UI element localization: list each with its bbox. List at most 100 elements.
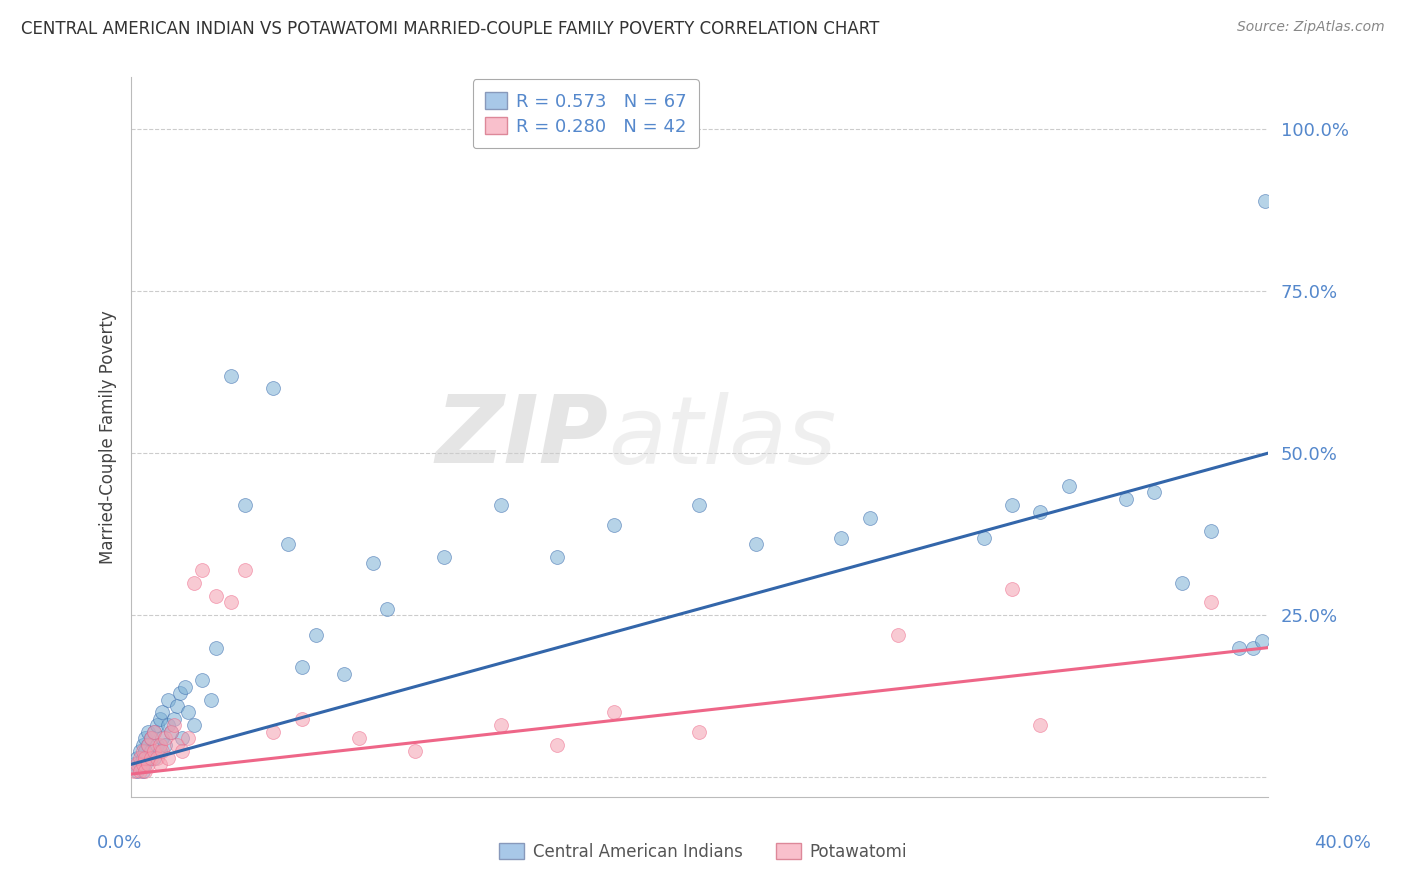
Point bbox=[169, 686, 191, 700]
Point bbox=[603, 517, 626, 532]
Point bbox=[134, 757, 156, 772]
Text: 0.0%: 0.0% bbox=[97, 834, 142, 852]
Point bbox=[233, 498, 256, 512]
Point bbox=[1251, 634, 1274, 648]
Point bbox=[143, 751, 166, 765]
Point bbox=[183, 718, 205, 732]
Point bbox=[131, 738, 153, 752]
Point bbox=[143, 725, 166, 739]
Point bbox=[139, 731, 162, 746]
Point bbox=[125, 757, 148, 772]
Point bbox=[136, 725, 159, 739]
Point bbox=[276, 537, 298, 551]
Point bbox=[219, 595, 242, 609]
Point bbox=[291, 660, 314, 674]
Text: 40.0%: 40.0% bbox=[1315, 834, 1371, 852]
Point bbox=[122, 764, 145, 778]
Point bbox=[143, 725, 166, 739]
Point bbox=[172, 731, 194, 746]
Point bbox=[146, 751, 169, 765]
Point bbox=[157, 751, 180, 765]
Point bbox=[131, 744, 153, 758]
Point bbox=[136, 738, 159, 752]
Point bbox=[163, 712, 186, 726]
Point bbox=[152, 706, 174, 720]
Point bbox=[177, 731, 200, 746]
Point bbox=[128, 751, 150, 765]
Point bbox=[149, 757, 172, 772]
Point bbox=[136, 738, 159, 752]
Point bbox=[745, 537, 768, 551]
Point bbox=[887, 628, 910, 642]
Point bbox=[128, 764, 150, 778]
Point bbox=[139, 751, 162, 765]
Point bbox=[262, 382, 284, 396]
Point bbox=[200, 692, 222, 706]
Point bbox=[375, 602, 398, 616]
Point bbox=[489, 498, 512, 512]
Point bbox=[174, 680, 197, 694]
Point bbox=[1199, 524, 1222, 538]
Point bbox=[139, 731, 162, 746]
Text: CENTRAL AMERICAN INDIAN VS POTAWATOMI MARRIED-COUPLE FAMILY POVERTY CORRELATION : CENTRAL AMERICAN INDIAN VS POTAWATOMI MA… bbox=[21, 20, 880, 37]
Point bbox=[157, 692, 180, 706]
Point bbox=[177, 706, 200, 720]
Point bbox=[146, 718, 169, 732]
Point bbox=[603, 706, 626, 720]
Point bbox=[1029, 505, 1052, 519]
Point bbox=[973, 531, 995, 545]
Point bbox=[131, 751, 153, 765]
Point bbox=[433, 549, 456, 564]
Y-axis label: Married-Couple Family Poverty: Married-Couple Family Poverty bbox=[100, 310, 117, 564]
Point bbox=[305, 628, 328, 642]
Point bbox=[1171, 575, 1194, 590]
Point bbox=[134, 764, 156, 778]
Point bbox=[152, 744, 174, 758]
Text: ZIP: ZIP bbox=[436, 391, 609, 483]
Point bbox=[149, 744, 172, 758]
Point bbox=[149, 712, 172, 726]
Point bbox=[1254, 194, 1277, 208]
Point bbox=[183, 575, 205, 590]
Point bbox=[859, 511, 882, 525]
Point bbox=[688, 498, 710, 512]
Point bbox=[131, 764, 153, 778]
Point bbox=[155, 738, 177, 752]
Point bbox=[333, 666, 356, 681]
Point bbox=[262, 725, 284, 739]
Point bbox=[546, 549, 568, 564]
Point bbox=[125, 751, 148, 765]
Point bbox=[155, 731, 177, 746]
Point bbox=[688, 725, 710, 739]
Point bbox=[361, 557, 384, 571]
Point bbox=[128, 757, 150, 772]
Point bbox=[166, 698, 188, 713]
Point bbox=[191, 563, 214, 577]
Point bbox=[1029, 718, 1052, 732]
Point bbox=[157, 718, 180, 732]
Point bbox=[139, 744, 162, 758]
Point bbox=[347, 731, 370, 746]
Point bbox=[1115, 491, 1137, 506]
Point bbox=[125, 764, 148, 778]
Point bbox=[205, 640, 228, 655]
Point bbox=[152, 731, 174, 746]
Point bbox=[205, 589, 228, 603]
Point bbox=[146, 738, 169, 752]
Point bbox=[546, 738, 568, 752]
Point bbox=[136, 757, 159, 772]
Point bbox=[149, 738, 172, 752]
Legend: R = 0.573   N = 67, R = 0.280   N = 42: R = 0.573 N = 67, R = 0.280 N = 42 bbox=[472, 79, 699, 148]
Point bbox=[134, 744, 156, 758]
Point bbox=[191, 673, 214, 687]
Legend: Central American Indians, Potawatomi: Central American Indians, Potawatomi bbox=[492, 837, 914, 868]
Point bbox=[122, 757, 145, 772]
Point bbox=[404, 744, 426, 758]
Point bbox=[291, 712, 314, 726]
Point bbox=[160, 725, 183, 739]
Point bbox=[172, 744, 194, 758]
Point bbox=[1143, 485, 1166, 500]
Point bbox=[219, 368, 242, 383]
Point bbox=[166, 738, 188, 752]
Point bbox=[128, 744, 150, 758]
